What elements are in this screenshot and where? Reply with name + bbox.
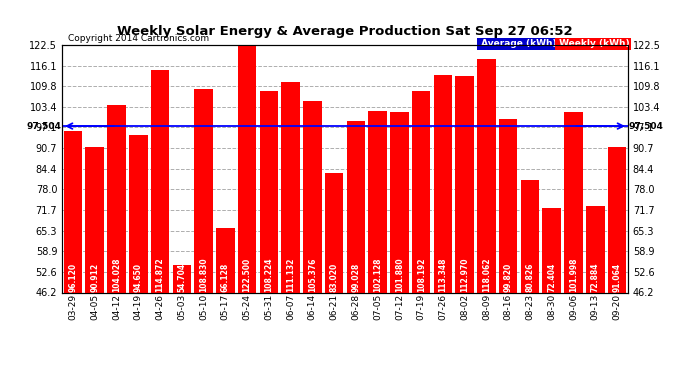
Text: 97,504: 97,504 [629,122,664,130]
Bar [368,111,387,375]
Bar [499,118,518,375]
Bar [564,111,583,375]
Bar [151,70,169,375]
Bar [282,82,300,375]
Text: 83.020: 83.020 [330,262,339,291]
Text: 113.348: 113.348 [438,257,447,291]
Bar [434,75,452,375]
Bar [107,105,126,375]
Text: 122.500: 122.500 [243,257,252,291]
Bar [521,180,539,375]
Bar [586,206,604,375]
Text: 114.872: 114.872 [155,257,164,291]
Text: 80.826: 80.826 [526,262,535,291]
Text: 112.970: 112.970 [460,257,469,291]
Text: 101.880: 101.880 [395,257,404,291]
Text: 94.650: 94.650 [134,262,143,291]
Bar [129,135,148,375]
Text: 66.128: 66.128 [221,262,230,291]
Text: 101.998: 101.998 [569,257,578,291]
Text: 102.128: 102.128 [373,257,382,291]
Text: 108.830: 108.830 [199,257,208,291]
Bar [542,207,561,375]
Bar [216,228,235,375]
Bar [412,92,431,375]
Bar [325,173,344,375]
Bar [238,45,256,375]
Bar [195,89,213,375]
Text: 99.820: 99.820 [504,262,513,291]
Text: 99.028: 99.028 [351,262,360,291]
Text: 90.912: 90.912 [90,262,99,291]
Bar [63,130,82,375]
Text: Weekly (kWh): Weekly (kWh) [556,39,630,48]
Text: 54.704: 54.704 [177,262,186,291]
Text: 108.192: 108.192 [417,257,426,291]
Text: 72.404: 72.404 [547,262,556,291]
Text: Average (kWh): Average (kWh) [478,39,557,48]
Text: 111.132: 111.132 [286,257,295,291]
Text: 104.028: 104.028 [112,257,121,291]
Bar [608,147,627,375]
Text: 72.884: 72.884 [591,262,600,291]
Text: 91.064: 91.064 [613,262,622,291]
Bar [303,100,322,375]
Text: 96.120: 96.120 [68,262,77,291]
Text: 105.376: 105.376 [308,257,317,291]
Text: 108.224: 108.224 [264,257,273,291]
Bar [259,91,278,375]
Bar [477,59,495,375]
Bar [346,121,365,375]
Bar [86,147,104,375]
Bar [455,76,474,375]
Title: Weekly Solar Energy & Average Production Sat Sep 27 06:52: Weekly Solar Energy & Average Production… [117,25,573,38]
Text: Copyright 2014 Cartronics.com: Copyright 2014 Cartronics.com [68,33,209,42]
Text: 118.062: 118.062 [482,257,491,291]
Bar [390,112,408,375]
Bar [172,265,191,375]
Text: 97,504: 97,504 [26,122,61,130]
